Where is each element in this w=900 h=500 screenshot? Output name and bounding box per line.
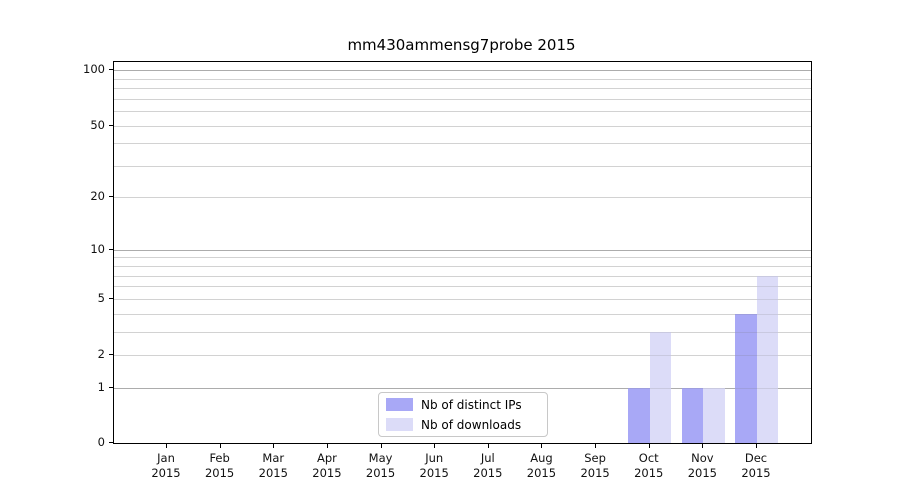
x-tick-label: Jun 2015 — [419, 451, 449, 480]
x-tick-label: Oct 2015 — [634, 451, 664, 480]
y-gridline — [114, 143, 811, 145]
bar-distinct-ips — [735, 313, 757, 443]
y-tick — [109, 297, 113, 299]
x-tick — [434, 444, 436, 448]
y-gridline-overlay — [114, 70, 811, 72]
plot-area — [113, 61, 812, 444]
y-gridline-overlay — [114, 355, 811, 356]
y-gridline — [114, 298, 811, 300]
x-tick — [648, 444, 650, 448]
x-tick-label: Apr 2015 — [312, 451, 342, 480]
y-tick-label: 2 — [97, 347, 105, 361]
x-tick-label: Jul 2015 — [473, 451, 503, 480]
y-tick-label: 10 — [90, 241, 105, 256]
y-gridline-overlay — [114, 197, 811, 199]
y-gridline — [114, 111, 811, 113]
y-gridline — [114, 266, 811, 268]
y-gridline-overlay — [114, 111, 811, 113]
legend-label-distinct-ips: Nb of distinct IPs — [421, 397, 522, 412]
y-tick — [109, 124, 113, 126]
x-tick — [166, 444, 167, 448]
x-tick — [326, 444, 328, 448]
legend-item-distinct-ips: Nb of distinct IPs — [386, 398, 547, 412]
y-tick — [109, 386, 113, 388]
y-gridline-overlay — [114, 313, 811, 315]
x-tick-label: Dec 2015 — [741, 451, 771, 480]
y-gridline-overlay — [114, 98, 811, 100]
y-gridline-overlay — [114, 286, 811, 288]
y-gridline — [114, 313, 811, 315]
y-gridline — [114, 165, 811, 167]
y-tick-label: 50 — [90, 117, 105, 132]
legend: Nb of distinct IPs Nb of downloads — [378, 392, 548, 437]
y-gridline — [114, 98, 811, 100]
y-tick-label: 100 — [83, 62, 105, 77]
x-tick — [595, 444, 597, 448]
bar-downloads — [649, 331, 672, 443]
x-tick-label: Mar 2015 — [258, 451, 288, 480]
bar-distinct-ips — [628, 387, 650, 443]
bar-downloads — [703, 387, 725, 443]
x-tick-label: Sep 2015 — [580, 451, 610, 480]
bar-distinct-ips — [681, 387, 704, 443]
y-gridline-overlay — [114, 387, 811, 389]
x-tick-label: Feb 2015 — [204, 451, 235, 480]
bar-downloads — [756, 275, 779, 443]
y-gridline-overlay — [114, 78, 811, 80]
y-gridline — [114, 286, 811, 288]
y-tick-label: 0 — [97, 435, 105, 449]
y-gridline — [114, 88, 811, 90]
x-tick — [755, 444, 757, 448]
y-gridline-overlay — [114, 249, 811, 251]
y-gridline — [114, 78, 811, 80]
x-tick — [702, 444, 704, 448]
y-gridline-overlay — [114, 165, 811, 167]
y-gridline — [114, 331, 811, 333]
x-tick — [380, 444, 382, 448]
y-gridline-overlay — [114, 275, 811, 277]
y-tick — [109, 354, 113, 355]
y-tick — [109, 196, 113, 198]
x-tick — [273, 444, 275, 448]
x-tick-label: Aug 2015 — [526, 451, 557, 480]
x-tick-label: Jan 2015 — [151, 451, 181, 480]
y-gridline — [114, 275, 811, 277]
y-gridline — [114, 125, 811, 127]
y-gridline-overlay — [114, 266, 811, 268]
y-gridline-overlay — [114, 257, 811, 259]
chart-title: mm430ammensg7probe 2015 — [347, 36, 576, 54]
y-gridline-overlay — [114, 125, 811, 127]
y-tick-label: 5 — [97, 290, 105, 305]
legend-swatch-distinct-ips — [386, 398, 413, 411]
y-gridline — [114, 197, 811, 199]
y-gridline — [114, 249, 811, 251]
x-tick — [219, 444, 221, 448]
y-gridline — [114, 355, 811, 356]
y-gridline-overlay — [114, 143, 811, 145]
y-gridline — [114, 387, 811, 389]
legend-item-downloads: Nb of downloads — [386, 418, 547, 432]
y-tick-label: 1 — [97, 379, 105, 394]
y-tick — [109, 248, 113, 250]
x-tick-label: May 2015 — [365, 451, 396, 480]
legend-label-downloads: Nb of downloads — [421, 417, 522, 432]
y-tick — [109, 69, 113, 71]
y-tick — [109, 442, 113, 443]
x-tick — [487, 444, 489, 448]
x-tick-label: Nov 2015 — [687, 451, 717, 480]
legend-swatch-downloads — [386, 418, 413, 431]
y-gridline-overlay — [114, 298, 811, 300]
x-tick — [541, 444, 543, 448]
y-gridline — [114, 70, 811, 72]
y-tick-label: 20 — [90, 189, 105, 204]
y-gridline — [114, 257, 811, 259]
y-gridline-overlay — [114, 88, 811, 90]
y-gridline-overlay — [114, 331, 811, 333]
